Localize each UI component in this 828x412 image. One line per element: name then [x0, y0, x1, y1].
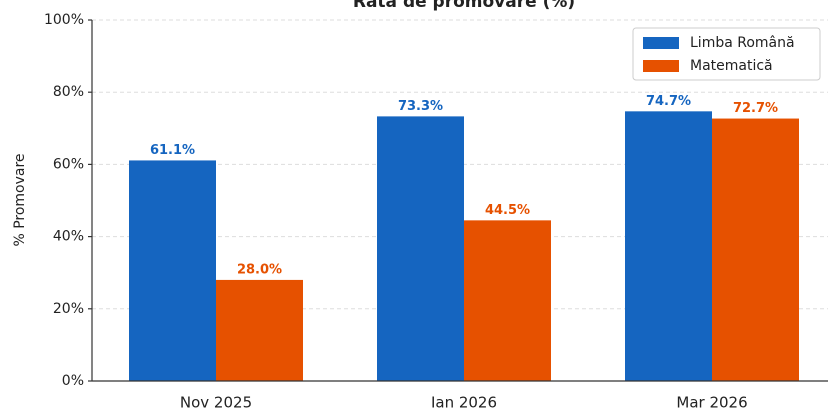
- bar: [464, 220, 551, 381]
- y-tick-label: 40%: [53, 229, 84, 245]
- value-label: 73.3%: [398, 99, 443, 114]
- value-label: 74.7%: [646, 94, 691, 109]
- x-tick-label: Ian 2026: [431, 394, 497, 412]
- y-tick-label: 100%: [44, 12, 84, 28]
- y-axis-label: % Promovare: [12, 153, 28, 246]
- bar: [216, 279, 303, 381]
- chart-title: Rata de promovare (%): [353, 0, 575, 12]
- y-tick-label: 80%: [53, 84, 84, 100]
- y-tick-label: 60%: [53, 156, 84, 172]
- legend-swatch: [643, 37, 679, 49]
- value-label: 72.7%: [733, 101, 778, 116]
- legend-label: Matematică: [690, 58, 773, 74]
- legend: Limba Română Matematică: [632, 27, 821, 81]
- legend-box: [632, 27, 821, 81]
- bar: [625, 111, 712, 381]
- x-tick-label: Nov 2025: [180, 394, 252, 412]
- value-label: 28.0%: [237, 262, 282, 277]
- bar: [377, 116, 464, 382]
- bar: [129, 160, 216, 381]
- y-tick-label: 0%: [62, 373, 84, 389]
- y-tick-label: 20%: [53, 301, 84, 317]
- x-tick-label: Mar 2026: [676, 394, 747, 412]
- legend-swatch: [643, 60, 679, 72]
- legend-label: Limba Română: [690, 35, 795, 51]
- value-label: 61.1%: [150, 143, 195, 158]
- bar: [712, 118, 799, 381]
- value-label: 44.5%: [485, 203, 530, 218]
